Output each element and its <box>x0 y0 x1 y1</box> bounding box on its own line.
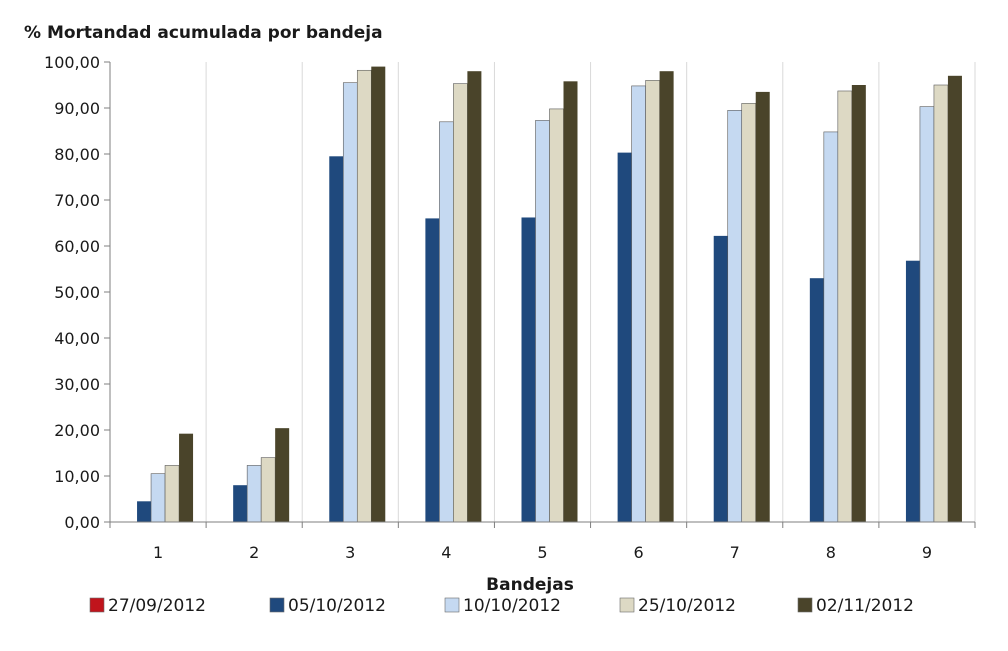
bar <box>275 428 290 522</box>
bar <box>727 110 743 523</box>
y-tick-label: 0,00 <box>64 513 100 532</box>
bar <box>631 85 646 523</box>
bar <box>342 82 358 523</box>
bar <box>356 69 372 523</box>
x-tick-label: 2 <box>249 543 259 562</box>
axes: 0,00 10,00 20,00 30,00 40,00 50,00 60,00 70,00 8… <box>44 53 976 562</box>
bar <box>809 278 824 522</box>
bar <box>919 106 935 523</box>
y-tick-label: 40,00 <box>54 329 100 348</box>
legend-swatch <box>269 597 285 613</box>
legend: 27/09/2012 05/10/2012 10/10/2012 25/10/2012… <box>89 596 914 616</box>
bar <box>933 84 949 523</box>
x-tick-label: 4 <box>441 543 451 562</box>
bar <box>905 260 920 522</box>
x-tick-label: 3 <box>345 543 355 562</box>
bar <box>329 156 344 523</box>
y-tick-label: 30,00 <box>54 375 100 394</box>
legend-swatch <box>89 597 105 613</box>
grid <box>205 62 976 522</box>
y-tick-label: 100,00 <box>44 53 100 72</box>
bar <box>659 71 674 522</box>
x-axis-title: Bandejas <box>486 575 574 595</box>
bar <box>713 235 728 522</box>
bars <box>137 66 962 523</box>
bar <box>453 83 468 523</box>
bar <box>467 71 482 522</box>
chart-title: % Mortandad acumulada por bandeja <box>24 23 383 43</box>
x-tick-label: 8 <box>826 543 836 562</box>
legend-swatch <box>619 597 635 613</box>
legend-label: 05/10/2012 <box>288 596 386 616</box>
y-tick-label: 50,00 <box>54 283 100 302</box>
y-tick-label: 80,00 <box>54 145 100 164</box>
y-tick-label: 70,00 <box>54 191 100 210</box>
legend-label: 02/11/2012 <box>816 596 914 616</box>
y-tick-label: 60,00 <box>54 237 100 256</box>
bar <box>563 81 578 522</box>
bar <box>164 465 180 523</box>
x-tick-label: 6 <box>634 543 644 562</box>
y-tick-label: 10,00 <box>54 467 100 486</box>
legend-label: 10/10/2012 <box>463 596 561 616</box>
bar <box>755 91 770 523</box>
bar <box>823 131 839 523</box>
x-tick-label: 7 <box>730 543 740 562</box>
bar <box>741 103 757 523</box>
bar <box>246 465 262 523</box>
legend-swatch <box>797 597 813 613</box>
bar <box>371 66 386 522</box>
x-tick-label: 9 <box>922 543 932 562</box>
bar <box>150 473 166 523</box>
bar <box>947 75 962 523</box>
bar <box>617 152 632 522</box>
bar <box>439 121 454 523</box>
bar <box>137 501 152 522</box>
bar <box>179 433 194 522</box>
bar <box>521 217 536 523</box>
bar <box>535 120 550 523</box>
y-tick-label: 20,00 <box>54 421 100 440</box>
bar <box>851 85 866 522</box>
bar <box>645 80 660 523</box>
y-tick-label: 90,00 <box>54 99 100 118</box>
legend-label: 27/09/2012 <box>108 596 206 616</box>
x-tick-label: 5 <box>537 543 547 562</box>
bar <box>260 457 276 523</box>
bar <box>425 218 440 522</box>
bar <box>837 90 853 523</box>
legend-swatch <box>444 597 460 613</box>
x-tick-label: 1 <box>153 543 163 562</box>
legend-label: 25/10/2012 <box>638 596 736 616</box>
bar <box>233 485 248 522</box>
bar <box>549 108 564 523</box>
